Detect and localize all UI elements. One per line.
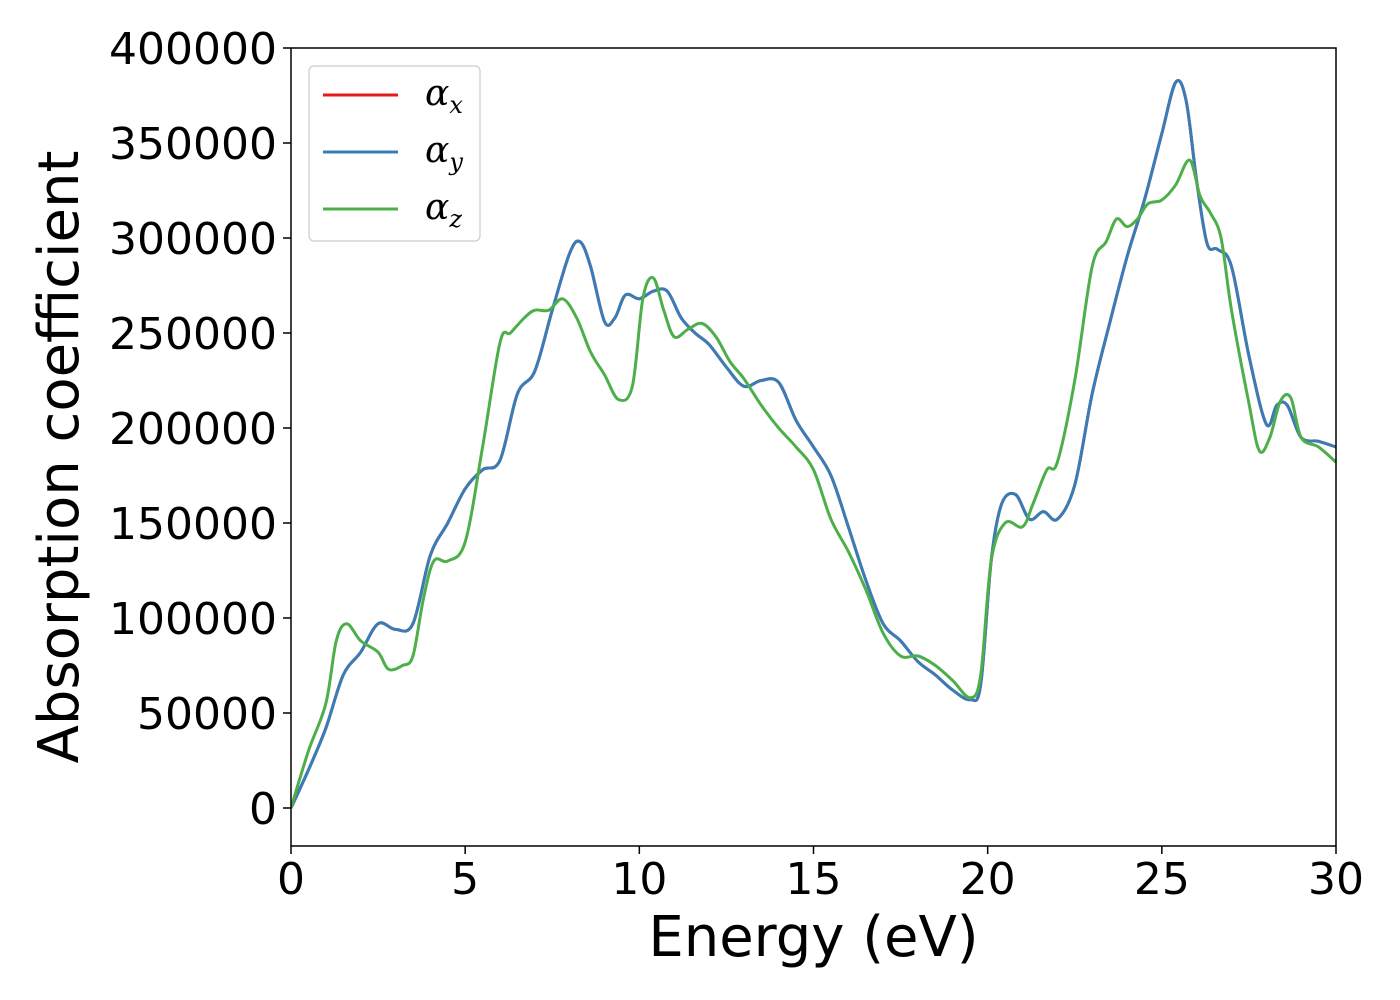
legend-label-y: αy xyxy=(425,130,463,176)
x-axis: 0 5 10 15 20 25 30 xyxy=(277,846,1364,905)
y-tick-label: 0 xyxy=(249,784,277,835)
x-tick-label: 0 xyxy=(277,854,305,905)
y-tick-label: 100000 xyxy=(109,594,277,645)
y-tick-label: 200000 xyxy=(109,404,277,455)
series-line-z xyxy=(291,158,1336,809)
x-tick-label: 20 xyxy=(960,854,1016,905)
y-axis-label: Absorption coefficient xyxy=(27,151,92,764)
series-line-y xyxy=(291,79,1336,809)
x-tick-label: 25 xyxy=(1134,854,1190,905)
x-axis-label: Energy (eV) xyxy=(648,905,978,970)
x-tick-label: 5 xyxy=(451,854,479,905)
y-tick-label: 350000 xyxy=(109,119,277,170)
x-tick-label: 10 xyxy=(611,854,667,905)
x-tick-label: 15 xyxy=(786,854,842,905)
y-tick-label: 150000 xyxy=(109,499,277,550)
legend-label-z: αz xyxy=(425,187,462,233)
y-tick-label: 300000 xyxy=(109,214,277,265)
legend-label-x: αx xyxy=(425,73,463,119)
series-layer xyxy=(291,79,1336,809)
y-tick-label: 400000 xyxy=(109,24,277,75)
y-axis: 0 50000 100000 150000 200000 250000 300000 3500… xyxy=(109,24,291,835)
y-tick-label: 50000 xyxy=(137,689,277,740)
legend: αx αy αz xyxy=(308,65,481,242)
x-tick-label: 30 xyxy=(1308,854,1364,905)
y-tick-label: 250000 xyxy=(109,309,277,360)
